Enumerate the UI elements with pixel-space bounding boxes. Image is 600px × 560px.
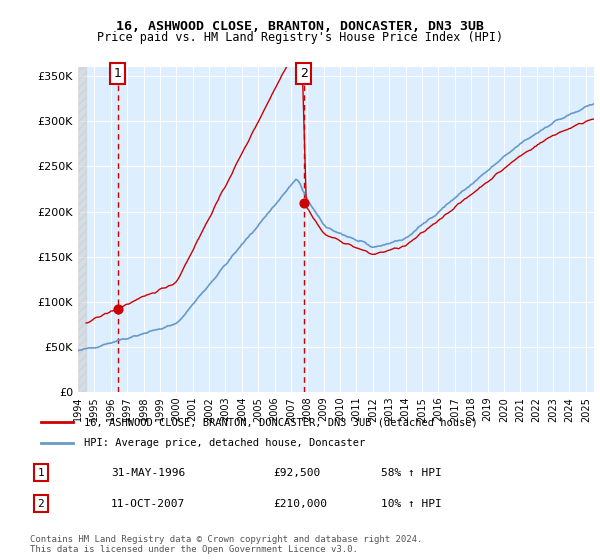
Text: 16, ASHWOOD CLOSE, BRANTON, DONCASTER, DN3 3UB: 16, ASHWOOD CLOSE, BRANTON, DONCASTER, D… [116,20,484,32]
Text: 1: 1 [114,67,122,80]
Text: £92,500: £92,500 [273,468,320,478]
Text: £210,000: £210,000 [273,498,327,508]
Text: 2: 2 [37,498,44,508]
Text: HPI: Average price, detached house, Doncaster: HPI: Average price, detached house, Donc… [84,438,365,448]
Point [113,304,122,313]
Text: 31-MAY-1996: 31-MAY-1996 [111,468,185,478]
Bar [78,67,86,392]
Text: 1: 1 [37,468,44,478]
Text: 10% ↑ HPI: 10% ↑ HPI [381,498,442,508]
Text: 2: 2 [300,67,308,80]
Text: 58% ↑ HPI: 58% ↑ HPI [381,468,442,478]
Text: Price paid vs. HM Land Registry's House Price Index (HPI): Price paid vs. HM Land Registry's House … [97,31,503,44]
Text: Contains HM Land Registry data © Crown copyright and database right 2024.
This d: Contains HM Land Registry data © Crown c… [30,535,422,554]
Text: 11-OCT-2007: 11-OCT-2007 [111,498,185,508]
Point [299,198,308,207]
Text: 16, ASHWOOD CLOSE, BRANTON, DONCASTER, DN3 3UB (detached house): 16, ASHWOOD CLOSE, BRANTON, DONCASTER, D… [84,417,478,427]
